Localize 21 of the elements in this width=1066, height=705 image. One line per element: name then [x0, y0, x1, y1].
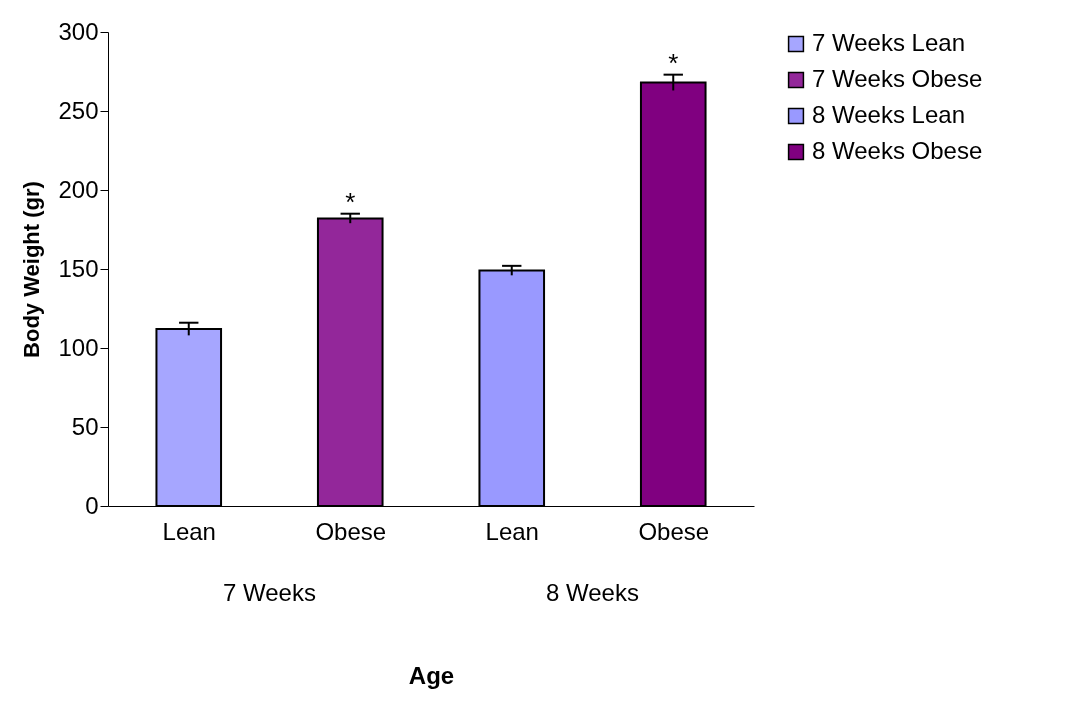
y-tick-label: 150	[58, 254, 99, 282]
legend-label: 7 Weeks Obese	[812, 65, 983, 92]
x-axis-title: Age	[408, 661, 455, 689]
y-tick-label: 50	[71, 412, 99, 440]
text: 7 Weeks	[223, 579, 316, 606]
x-tick-label: Lean	[162, 517, 216, 545]
legend-label: 7 Weeks Lean	[812, 29, 965, 56]
data-label: *	[668, 47, 679, 78]
text: 8 Weeks	[546, 579, 639, 606]
x-tick-label: Obese	[315, 517, 387, 545]
y-tick-label: 300	[58, 17, 99, 45]
x-tick-label: Obese	[638, 517, 710, 545]
legend-label: 8 Weeks Obese	[812, 137, 983, 164]
data-label: *	[345, 186, 356, 217]
y-axis-title: Body Weight (gr)	[19, 181, 45, 358]
legend-label: 8 Weeks Lean	[812, 101, 965, 128]
y-tick-label: 100	[58, 333, 99, 361]
y-tick-label: 250	[58, 96, 99, 124]
x-tick-label: Lean	[485, 517, 539, 545]
y-tick-label: 0	[85, 491, 99, 519]
y-tick-label: 200	[58, 175, 99, 203]
